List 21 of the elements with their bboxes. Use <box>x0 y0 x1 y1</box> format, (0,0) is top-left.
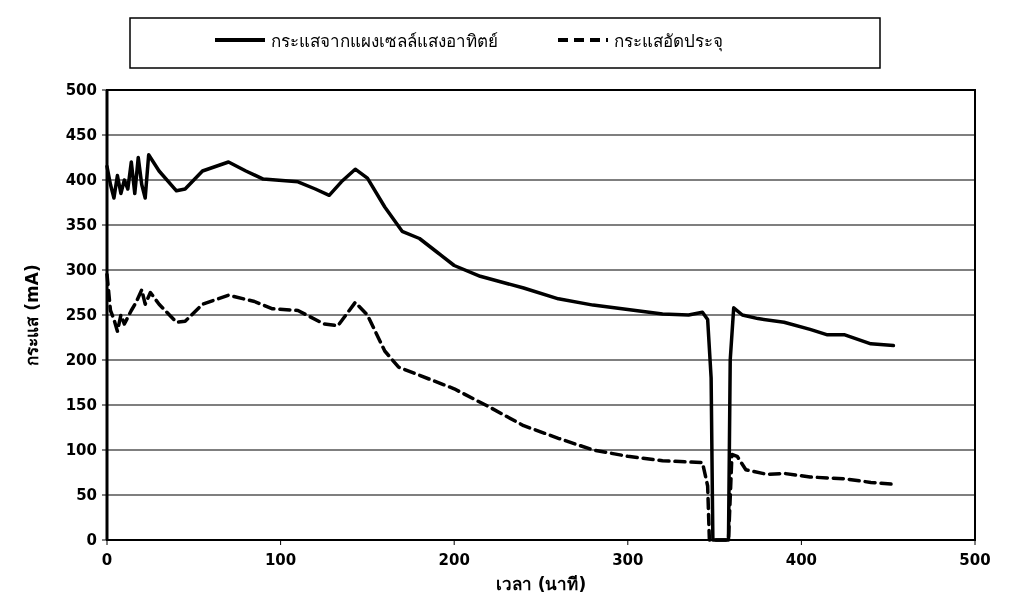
legend-label: กระแสอัดประจุ <box>614 31 723 52</box>
legend-label: กระแสจากแผงเซลล์แสงอาทิตย์ <box>271 31 498 51</box>
x-tick-label: 200 <box>438 551 470 569</box>
x-tick-label: 300 <box>612 551 644 569</box>
x-tick-label: 400 <box>785 551 818 569</box>
y-axis-title: กระแส (mA) <box>22 264 42 366</box>
y-tick-label: 250 <box>65 306 97 324</box>
y-tick-label: 500 <box>65 81 97 99</box>
y-tick-label: 150 <box>65 396 97 414</box>
y-tick-label: 50 <box>76 486 97 504</box>
y-tick-label: 200 <box>65 351 97 369</box>
y-tick-label: 0 <box>86 531 97 549</box>
y-tick-label: 400 <box>65 171 97 189</box>
y-tick-label: 450 <box>65 126 97 144</box>
y-tick-label: 350 <box>65 216 97 234</box>
x-tick-label: 100 <box>264 551 297 569</box>
y-tick-label: 100 <box>65 441 97 459</box>
x-tick-label: 500 <box>959 551 991 569</box>
x-tick-label: 0 <box>101 551 113 569</box>
y-tick-label: 300 <box>65 261 97 279</box>
x-axis-title: เวลา (นาที) <box>495 574 587 594</box>
